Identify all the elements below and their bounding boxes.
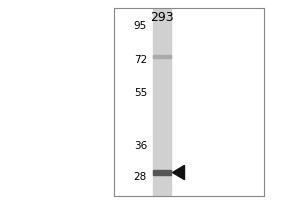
Text: 28: 28 xyxy=(134,172,147,182)
Text: 95: 95 xyxy=(134,21,147,31)
Text: 36: 36 xyxy=(134,141,147,151)
Bar xyxy=(153,170,171,175)
Bar xyxy=(153,55,171,58)
Bar xyxy=(153,8,171,196)
Text: 55: 55 xyxy=(134,88,147,98)
Text: 293: 293 xyxy=(150,11,174,24)
Polygon shape xyxy=(172,165,184,180)
Text: 72: 72 xyxy=(134,55,147,65)
